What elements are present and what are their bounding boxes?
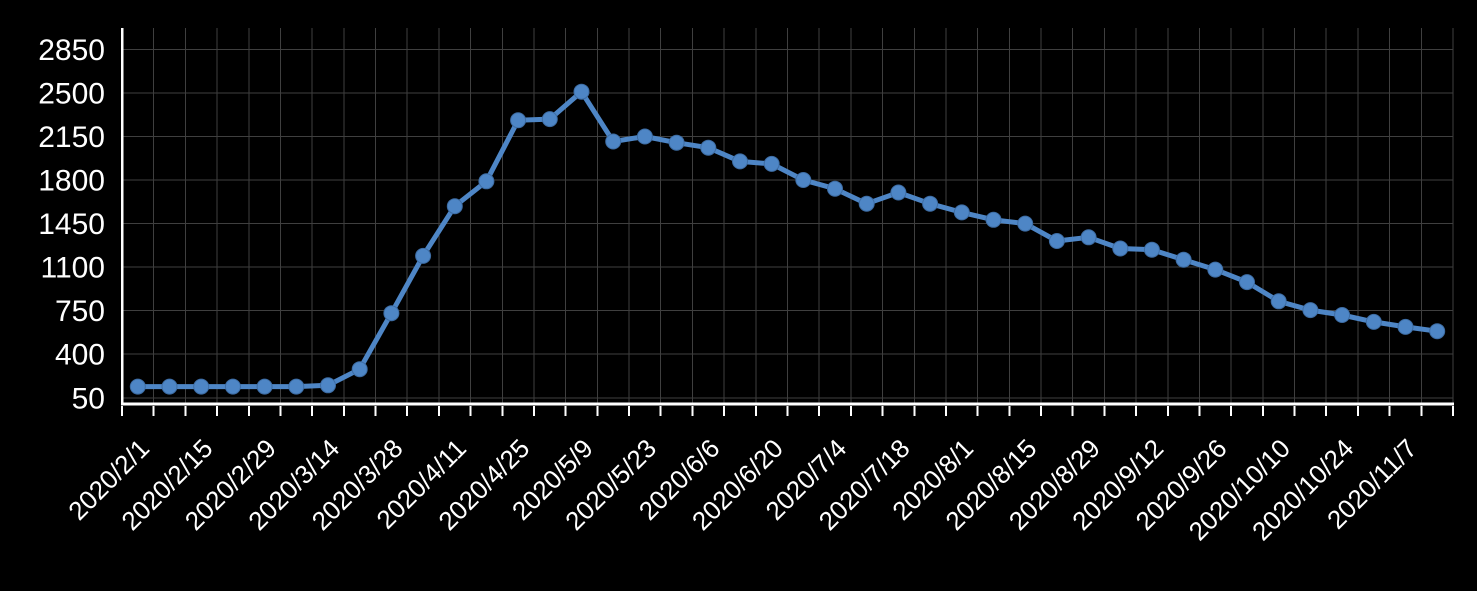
data-point [953,204,970,221]
data-point [1207,261,1224,278]
data-point [732,153,748,170]
data-point [827,180,843,197]
y-axis-labels: 50 400 750 1100 1450 1800 2150 2500 2850 [38,34,105,415]
y-axis-tick-label: 2150 [38,121,105,154]
data-point [1429,323,1446,340]
data-point [1017,215,1034,232]
data-point [510,112,527,129]
data-point [415,247,432,264]
data-point [351,361,368,378]
data-point [1365,313,1382,330]
data-point [636,128,653,145]
vertical-gridlines [153,28,1454,404]
data-point [890,184,907,201]
data-point [700,139,717,156]
data-point [1080,229,1097,246]
data-point [1143,241,1160,258]
data-point [1302,302,1319,319]
data-point [858,195,875,212]
data-points [129,83,1446,395]
data-point [446,198,463,215]
data-point [922,195,939,212]
x-axis-ticks [121,406,1454,416]
data-point [1334,307,1351,323]
data-point [383,305,400,322]
data-point [320,377,336,394]
data-point [288,378,305,395]
y-axis-tick-label: 2500 [38,77,105,110]
data-point [224,378,241,395]
data-point [1397,318,1414,335]
y-axis-tick-label: 750 [55,295,105,328]
data-point [1270,293,1287,310]
data-point [256,378,273,395]
data-point [605,133,622,150]
data-point [161,378,178,395]
data-point [1112,240,1129,257]
y-axis-tick-label: 50 [72,382,105,415]
data-point [1239,274,1255,291]
data-point [795,172,812,188]
data-point [129,378,146,395]
x-axis-labels: 2020/2/12020/2/152020/2/292020/3/142020/… [62,433,1422,546]
y-axis-tick-label: 2850 [38,34,105,67]
data-point [1175,251,1192,268]
data-point [193,378,210,395]
data-point [1048,233,1065,249]
y-axis-tick-label: 1800 [38,165,105,198]
data-point [478,173,495,190]
data-point [668,134,685,151]
data-point [985,211,1002,228]
y-axis-tick-label: 1450 [38,208,105,241]
data-point [573,83,590,100]
data-point [541,111,558,128]
data-point [763,155,780,172]
y-axis-tick-label: 1100 [40,252,105,285]
y-axis-tick-label: 400 [55,339,105,372]
horizontal-gridlines [122,48,1453,399]
